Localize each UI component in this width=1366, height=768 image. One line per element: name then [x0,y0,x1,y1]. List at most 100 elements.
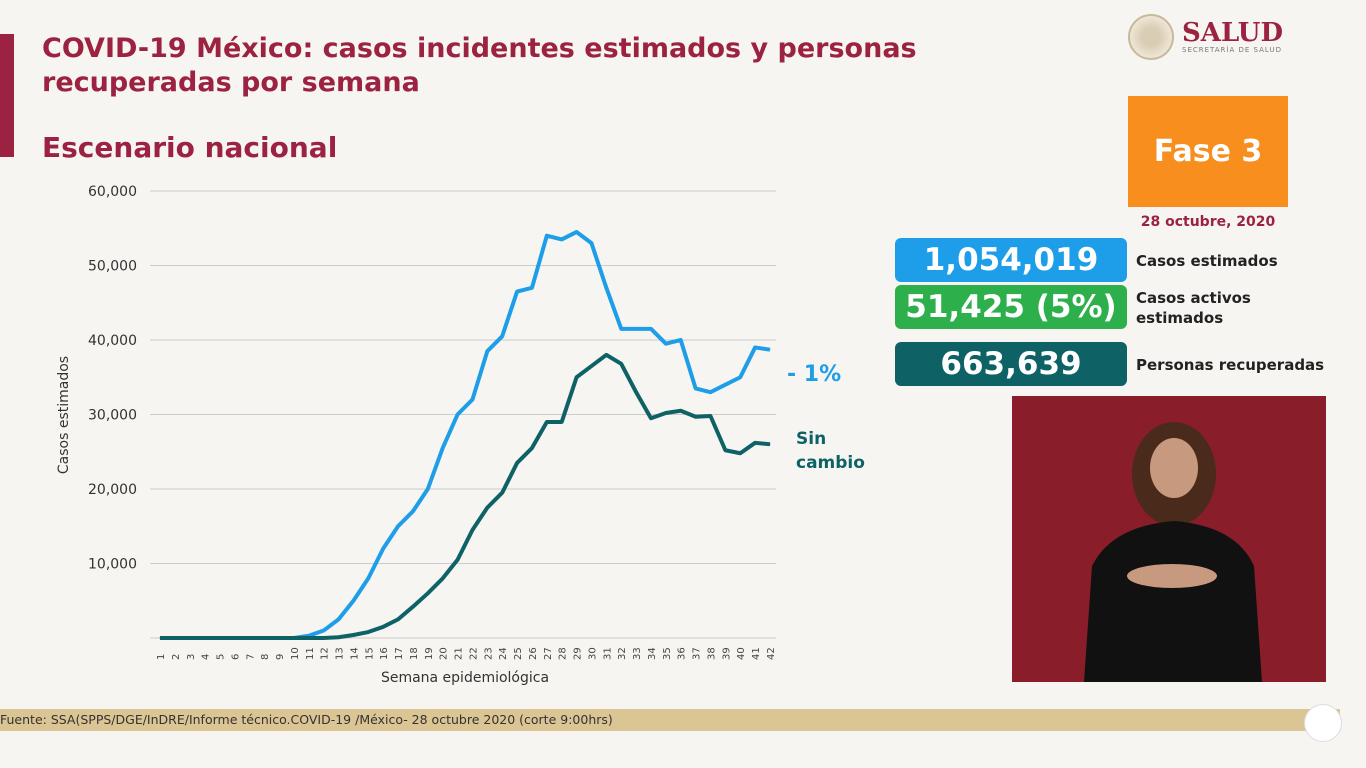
x-tick-label: 25 [513,647,524,660]
x-tick-label: 27 [543,647,554,660]
series-1-point [457,414,459,415]
series-1-point [412,510,414,512]
x-tick-label: 17 [394,647,405,660]
series-1-point [590,242,592,244]
stat-casos-estimados: 1,054,019 [895,238,1127,282]
series-2-point [382,626,384,628]
x-tick-label: 22 [468,647,479,660]
series-2-point [427,592,429,594]
series-1-point [516,291,518,293]
series-2-end-label-line2: cambio [796,453,865,473]
series-2-point [561,421,563,423]
series-2-point [650,417,652,419]
series-1-point [397,525,399,527]
x-tick-label: 33 [632,647,643,660]
series-2-point [248,637,250,639]
x-tick-label: 11 [305,647,316,660]
series-1-point [486,350,488,352]
accent-bar [0,34,14,157]
x-tick-label: 35 [662,647,673,660]
x-tick-label: 13 [335,647,346,660]
series-2-point [501,492,503,494]
x-tick-label: 21 [454,647,465,660]
logo-subtext: SECRETARÍA DE SALUD [1182,46,1282,54]
series-2-point [769,443,771,445]
series-1-point [338,618,340,620]
series-1-point [680,339,682,341]
series-2-point [338,636,340,638]
report-date: 28 octubre, 2020 [1140,214,1276,230]
series-2-point [233,637,235,639]
x-tick-label: 7 [245,654,256,660]
series-2-point [278,637,280,639]
page-title: COVID-19 México: casos incidentes estima… [42,33,917,98]
x-tick-label: 31 [602,647,613,660]
x-tick-label: 6 [230,654,241,660]
series-2-point [159,637,161,639]
sign-language-interpreter-video [1012,396,1326,682]
series-2-point [352,634,354,636]
x-tick-label: 24 [498,647,509,660]
y-tick-label: 60,000 [88,184,137,200]
series-1-point [442,447,444,449]
series-2-point [293,637,295,639]
series-1-end-label: - 1% [787,362,841,387]
y-axis-label: Casos estimados [56,356,72,474]
series-2-point [620,363,622,365]
series-2-point [590,365,592,367]
series-line-1 [160,229,771,640]
y-tick-label: 50,000 [88,259,137,275]
x-tick-label: 39 [721,647,732,660]
y-tick-label: 20,000 [88,482,137,498]
series-1-point [605,287,607,289]
series-2-point [709,415,711,417]
x-tick-label: 29 [573,647,584,660]
series-2-point [739,452,741,454]
series-1-point [546,235,548,237]
x-tick-label: 15 [364,647,375,660]
stat-label-recuperados: Personas recuperadas [1136,356,1325,374]
page-subtitle: Escenario nacional [42,131,338,164]
series-1-point [650,328,652,330]
series-2-point [605,354,607,356]
series-1-point [427,488,429,490]
series-2-point [263,637,265,639]
series-2-point [442,577,444,579]
series-1-point [724,384,726,386]
y-tick-label: 10,000 [88,557,137,573]
series-2-point [516,462,518,464]
series-2-point [367,631,369,633]
series-2-end-label: Sin cambio [796,429,865,473]
series-1-point [561,238,563,240]
series-1-point [501,335,503,337]
series-1-point [323,630,325,632]
series-2-point [680,410,682,412]
logo-text: SALUD [1182,18,1284,48]
x-tick-label: 4 [201,654,212,660]
series-2-point [471,529,473,531]
series-2-point [486,507,488,509]
stat-recuperados: 663,639 [895,342,1127,386]
x-tick-label: 26 [528,647,539,660]
series-1-point [695,387,697,389]
series-1-point [352,600,354,602]
x-tick-label: 20 [439,647,450,660]
x-axis-label: Semana epidemiológica [381,670,549,686]
series-2-point [665,412,667,414]
x-tick-label: 34 [647,647,658,660]
series-1-point [754,346,756,348]
series-2-point [695,416,697,418]
series-1-point [471,399,473,401]
series-1-point [665,343,667,345]
x-tick-label: 16 [379,647,390,660]
series-1-point [620,328,622,330]
series-2-point [308,637,310,639]
series-2-point [754,442,756,444]
series-2-point [412,606,414,608]
interpreter-figure-icon [1084,422,1262,682]
stat-casos-activos: 51,425 (5%) [895,285,1127,329]
series-2-point [189,637,191,639]
series-1-point [367,577,369,579]
x-tick-label: 5 [216,654,227,660]
x-tick-label: 40 [736,647,747,660]
